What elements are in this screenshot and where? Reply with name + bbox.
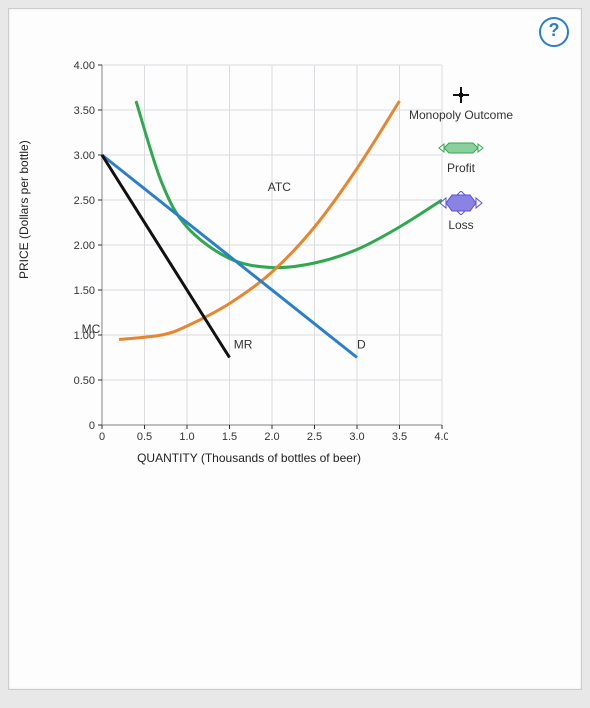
svg-text:ATC: ATC <box>268 180 291 194</box>
chart-panel: ? PRICE (Dollars per bottle) 0 0.50 1.0 0 1.… <box>8 8 582 690</box>
svg-text:3.00: 3.00 <box>74 150 95 162</box>
svg-text:3.50: 3.50 <box>74 105 95 117</box>
svg-text:2.50: 2.50 <box>74 195 95 207</box>
svg-text:1.0: 1.0 <box>179 431 194 443</box>
y-axis-label: PRICE (Dollars per bottle) <box>17 140 31 279</box>
legend-profit-label: Profit <box>401 161 521 175</box>
svg-text:4.0: 4.0 <box>434 431 448 443</box>
svg-text:0.50: 0.50 <box>74 375 95 387</box>
svg-text:D: D <box>357 338 366 352</box>
legend-monopoly[interactable]: Monopoly Outcome <box>401 85 521 122</box>
svg-text:4.00: 4.00 <box>74 60 95 72</box>
economics-chart: 00.501.001.502.002.503.003.504.0000.51.0… <box>64 59 448 447</box>
svg-text:1.50: 1.50 <box>74 285 95 297</box>
svg-text:2.5: 2.5 <box>307 431 322 443</box>
legend-loss-label: Loss <box>401 218 521 232</box>
legend-profit[interactable]: Profit <box>401 138 521 175</box>
svg-text:0.5: 0.5 <box>137 431 152 443</box>
svg-text:0: 0 <box>99 431 105 443</box>
legend: Monopoly Outcome Profit Loss <box>401 69 521 248</box>
svg-text:1.5: 1.5 <box>222 431 237 443</box>
legend-monopoly-label: Monopoly Outcome <box>401 108 521 122</box>
legend-loss[interactable]: Loss <box>401 191 521 232</box>
loss-icon <box>436 191 486 215</box>
svg-text:2.0: 2.0 <box>264 431 279 443</box>
svg-text:3.0: 3.0 <box>349 431 364 443</box>
profit-icon <box>436 138 486 158</box>
svg-text:MC: MC <box>82 322 101 336</box>
x-axis-label: QUANTITY (Thousands of bottles of beer) <box>79 451 419 465</box>
svg-text:0: 0 <box>89 420 95 432</box>
svg-text:2.00: 2.00 <box>74 240 95 252</box>
plus-icon <box>446 85 476 105</box>
svg-text:3.5: 3.5 <box>392 431 407 443</box>
help-button[interactable]: ? <box>539 17 569 47</box>
svg-text:MR: MR <box>234 338 253 352</box>
